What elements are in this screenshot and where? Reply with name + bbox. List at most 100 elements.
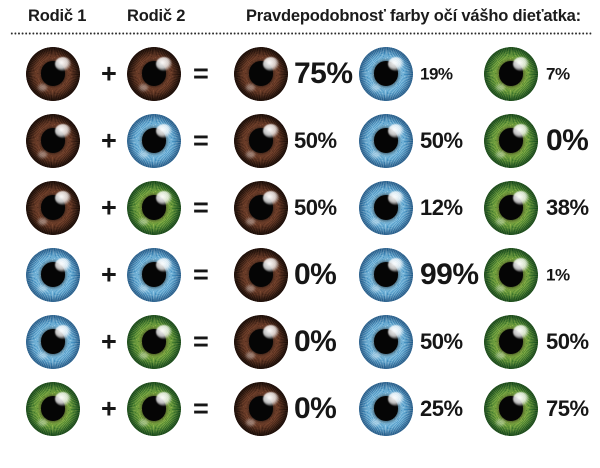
glint-layer xyxy=(388,392,405,407)
glint-layer xyxy=(55,392,72,407)
plus-operator: + xyxy=(101,393,117,423)
parent1-eye-green xyxy=(26,381,80,436)
glint-layer xyxy=(156,124,173,139)
glint-layer xyxy=(156,258,173,273)
glint-layer xyxy=(263,258,280,273)
combination-row: + = 50% 50% 0% xyxy=(0,107,600,174)
glint-layer xyxy=(55,57,72,72)
glint2-layer xyxy=(138,151,148,158)
glint-layer xyxy=(513,325,530,340)
glint2-layer xyxy=(245,352,255,359)
result-eye-brown xyxy=(234,46,288,101)
glint2-layer xyxy=(370,419,380,426)
probability-blue: 50% xyxy=(420,328,463,354)
result-eye-green xyxy=(484,180,538,235)
result-eye-green xyxy=(484,314,538,369)
parent2-eye-blue xyxy=(127,113,181,168)
punnett-rows: + = 75% 19% 7% + = 50% 50% 0% + = 50% 12% 38% + = 0% 99% 1%… xyxy=(0,40,600,442)
result-eye-brown xyxy=(234,314,288,369)
probability-blue: 50% xyxy=(420,127,463,153)
equals-operator: = xyxy=(193,326,209,356)
header-parent2-label: Rodič 2 xyxy=(127,7,186,25)
glint2-layer xyxy=(37,151,47,158)
glint2-layer xyxy=(370,352,380,359)
glint2-layer xyxy=(370,218,380,225)
equals-operator: = xyxy=(193,58,209,88)
equals-operator: = xyxy=(193,393,209,423)
glint-layer xyxy=(263,392,280,407)
parent1-eye-brown xyxy=(26,180,80,235)
glint2-layer xyxy=(37,285,47,292)
probability-green: 0% xyxy=(546,123,589,157)
parent2-eye-blue xyxy=(127,247,181,302)
glint2-layer xyxy=(37,352,47,359)
header-probability-label: Pravdepodobnosť farby očí vášho dieťatka… xyxy=(246,7,581,25)
glint-layer xyxy=(388,124,405,139)
probability-green: 38% xyxy=(546,194,589,220)
parent1-eye-blue xyxy=(26,247,80,302)
probability-brown: 75% xyxy=(294,56,353,90)
result-eye-blue xyxy=(359,314,413,369)
header-divider xyxy=(10,32,593,35)
result-eye-green xyxy=(484,46,538,101)
glint2-layer xyxy=(245,151,255,158)
glint-layer xyxy=(156,325,173,340)
parent2-eye-green xyxy=(127,180,181,235)
result-eye-green xyxy=(484,113,538,168)
combination-row: + = 75% 19% 7% xyxy=(0,40,600,107)
probability-green: 50% xyxy=(546,328,589,354)
probability-blue: 99% xyxy=(420,257,479,291)
equals-operator: = xyxy=(193,125,209,155)
probability-blue: 12% xyxy=(420,194,463,220)
glint-layer xyxy=(513,392,530,407)
glint2-layer xyxy=(495,218,505,225)
glint-layer xyxy=(263,191,280,206)
glint-layer xyxy=(55,191,72,206)
glint2-layer xyxy=(37,218,47,225)
glint2-layer xyxy=(245,84,255,91)
probability-green: 1% xyxy=(546,265,570,284)
glint2-layer xyxy=(370,151,380,158)
equals-operator: = xyxy=(193,192,209,222)
glint2-layer xyxy=(138,218,148,225)
result-eye-blue xyxy=(359,180,413,235)
glint2-layer xyxy=(370,285,380,292)
glint2-layer xyxy=(138,84,148,91)
plus-operator: + xyxy=(101,58,117,88)
glint-layer xyxy=(156,57,173,72)
parent1-eye-brown xyxy=(26,46,80,101)
probability-green: 7% xyxy=(546,64,570,83)
parent2-eye-green xyxy=(127,314,181,369)
result-eye-blue xyxy=(359,247,413,302)
equals-operator: = xyxy=(193,259,209,289)
probability-green: 75% xyxy=(546,395,589,421)
glint2-layer xyxy=(138,352,148,359)
result-eye-green xyxy=(484,381,538,436)
glint2-layer xyxy=(138,419,148,426)
plus-operator: + xyxy=(101,326,117,356)
probability-blue: 19% xyxy=(420,64,453,83)
result-eye-green xyxy=(484,247,538,302)
glint-layer xyxy=(513,124,530,139)
glint-layer xyxy=(263,57,280,72)
plus-operator: + xyxy=(101,192,117,222)
parent2-eye-green xyxy=(127,381,181,436)
glint-layer xyxy=(55,124,72,139)
probability-blue: 25% xyxy=(420,395,463,421)
probability-brown: 0% xyxy=(294,391,337,425)
combination-row: + = 0% 50% 50% xyxy=(0,308,600,375)
glint2-layer xyxy=(495,352,505,359)
glint-layer xyxy=(263,124,280,139)
glint-layer xyxy=(388,191,405,206)
result-eye-brown xyxy=(234,247,288,302)
result-eye-blue xyxy=(359,113,413,168)
result-eye-brown xyxy=(234,113,288,168)
probability-brown: 50% xyxy=(294,194,337,220)
probability-brown: 0% xyxy=(294,257,337,291)
parent1-eye-brown xyxy=(26,113,80,168)
probability-brown: 0% xyxy=(294,324,337,358)
glint-layer xyxy=(513,191,530,206)
glint-layer xyxy=(513,258,530,273)
plus-operator: + xyxy=(101,259,117,289)
parent2-eye-brown xyxy=(127,46,181,101)
